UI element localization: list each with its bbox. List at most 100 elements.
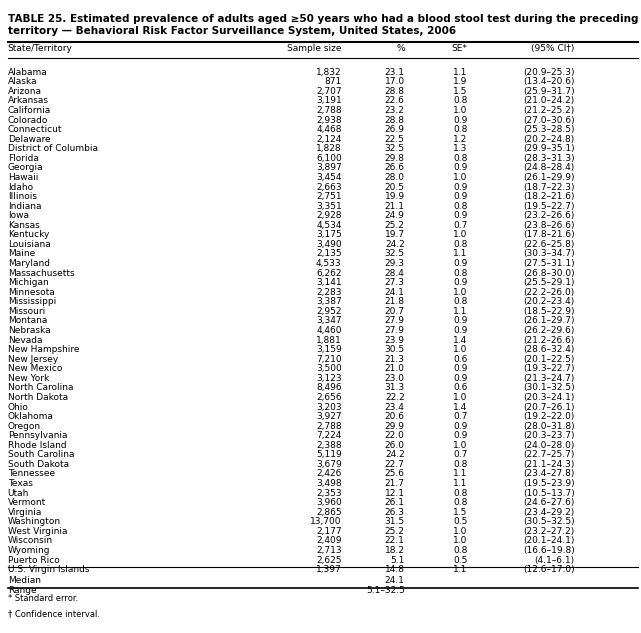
Text: (28.3–31.3): (28.3–31.3) [523, 154, 575, 163]
Text: 14.8: 14.8 [385, 565, 404, 574]
Text: 0.9: 0.9 [453, 278, 468, 287]
Text: 20.7: 20.7 [385, 307, 404, 316]
Text: 29.8: 29.8 [385, 154, 404, 163]
Text: (23.4–27.8): (23.4–27.8) [524, 470, 575, 479]
Text: 3,347: 3,347 [316, 316, 342, 325]
Text: 871: 871 [324, 77, 342, 86]
Text: (4.1–6.1): (4.1–6.1) [535, 556, 575, 565]
Text: Vermont: Vermont [8, 498, 46, 507]
Text: 1.2: 1.2 [453, 135, 468, 144]
Text: 3,141: 3,141 [316, 278, 342, 287]
Text: 17.0: 17.0 [385, 77, 404, 86]
Text: 0.8: 0.8 [453, 240, 468, 249]
Text: 26.6: 26.6 [385, 163, 404, 172]
Text: (21.2–26.6): (21.2–26.6) [524, 335, 575, 344]
Text: 21.3: 21.3 [385, 354, 404, 364]
Text: 2,656: 2,656 [316, 393, 342, 402]
Text: 1.0: 1.0 [453, 393, 468, 402]
Text: 4,460: 4,460 [316, 326, 342, 335]
Text: 1.1: 1.1 [453, 307, 468, 316]
Text: 13,700: 13,700 [310, 517, 342, 526]
Text: 1.1: 1.1 [453, 479, 468, 488]
Text: 24.2: 24.2 [385, 240, 404, 249]
Text: 18.2: 18.2 [385, 546, 404, 555]
Text: 3,490: 3,490 [316, 240, 342, 249]
Text: 32.5: 32.5 [385, 249, 404, 258]
Text: 1.0: 1.0 [453, 345, 468, 354]
Text: Wyoming: Wyoming [8, 546, 50, 555]
Text: 1.0: 1.0 [453, 173, 468, 182]
Text: (22.2–26.0): (22.2–26.0) [524, 288, 575, 297]
Text: 1.0: 1.0 [453, 441, 468, 450]
Text: 2,283: 2,283 [316, 288, 342, 297]
Text: 1,881: 1,881 [316, 335, 342, 344]
Text: (19.2–22.0): (19.2–22.0) [524, 412, 575, 421]
Text: (18.2–21.6): (18.2–21.6) [523, 192, 575, 201]
Text: Hawaii: Hawaii [8, 173, 38, 182]
Text: (25.9–31.7): (25.9–31.7) [523, 87, 575, 96]
Text: Michigan: Michigan [8, 278, 49, 287]
Text: 26.0: 26.0 [385, 441, 404, 450]
Text: 26.1: 26.1 [385, 498, 404, 507]
Text: (18.7–22.3): (18.7–22.3) [523, 182, 575, 192]
Text: 2,788: 2,788 [316, 422, 342, 430]
Text: State/Territory: State/Territory [8, 44, 72, 53]
Text: (28.0–31.8): (28.0–31.8) [523, 422, 575, 430]
Text: 23.1: 23.1 [385, 68, 404, 77]
Text: 28.8: 28.8 [385, 87, 404, 96]
Text: (30.3–34.7): (30.3–34.7) [523, 249, 575, 258]
Text: Alaska: Alaska [8, 77, 37, 86]
Text: 25.6: 25.6 [385, 470, 404, 479]
Text: (12.6–17.0): (12.6–17.0) [523, 565, 575, 574]
Text: 3,454: 3,454 [316, 173, 342, 182]
Text: (17.8–21.6): (17.8–21.6) [523, 230, 575, 239]
Text: 1.0: 1.0 [453, 106, 468, 115]
Text: (16.6–19.8): (16.6–19.8) [523, 546, 575, 555]
Text: 4,468: 4,468 [316, 125, 342, 134]
Text: 0.5: 0.5 [453, 517, 468, 526]
Text: Pennsylvania: Pennsylvania [8, 431, 67, 440]
Text: 0.8: 0.8 [453, 460, 468, 469]
Text: New York: New York [8, 374, 49, 383]
Text: 3,159: 3,159 [316, 345, 342, 354]
Text: (27.0–30.6): (27.0–30.6) [523, 116, 575, 125]
Text: 22.6: 22.6 [385, 96, 404, 106]
Text: TABLE 25. Estimated prevalence of adults aged ≥50 years who had a blood stool te: TABLE 25. Estimated prevalence of adults… [8, 14, 641, 35]
Text: Virginia: Virginia [8, 508, 42, 517]
Text: 0.8: 0.8 [453, 154, 468, 163]
Text: (26.2–29.6): (26.2–29.6) [524, 326, 575, 335]
Text: 1.1: 1.1 [453, 249, 468, 258]
Text: (22.6–25.8): (22.6–25.8) [524, 240, 575, 249]
Text: 2,663: 2,663 [316, 182, 342, 192]
Text: 1.1: 1.1 [453, 470, 468, 479]
Text: 0.9: 0.9 [453, 326, 468, 335]
Text: Illinois: Illinois [8, 192, 37, 201]
Text: 21.7: 21.7 [385, 479, 404, 488]
Text: Idaho: Idaho [8, 182, 33, 192]
Text: Arizona: Arizona [8, 87, 42, 96]
Text: Georgia: Georgia [8, 163, 44, 172]
Text: (10.5–13.7): (10.5–13.7) [523, 489, 575, 498]
Text: (20.1–22.5): (20.1–22.5) [524, 354, 575, 364]
Text: Rhode Island: Rhode Island [8, 441, 66, 450]
Text: Wisconsin: Wisconsin [8, 536, 53, 546]
Text: Nebraska: Nebraska [8, 326, 50, 335]
Text: 0.9: 0.9 [453, 431, 468, 440]
Text: Mississippi: Mississippi [8, 298, 56, 306]
Text: 0.9: 0.9 [453, 374, 468, 383]
Text: (26.1–29.7): (26.1–29.7) [523, 316, 575, 325]
Text: 0.8: 0.8 [453, 298, 468, 306]
Text: 22.7: 22.7 [385, 460, 404, 469]
Text: (20.2–24.8): (20.2–24.8) [524, 135, 575, 144]
Text: 2,177: 2,177 [316, 527, 342, 536]
Text: * Standard error.: * Standard error. [8, 594, 78, 603]
Text: 27.3: 27.3 [385, 278, 404, 287]
Text: (20.7–26.1): (20.7–26.1) [523, 403, 575, 411]
Text: 20.6: 20.6 [385, 412, 404, 421]
Text: 0.7: 0.7 [453, 221, 468, 230]
Text: (19.3–22.7): (19.3–22.7) [523, 364, 575, 373]
Text: New Mexico: New Mexico [8, 364, 62, 373]
Text: 3,203: 3,203 [316, 403, 342, 411]
Text: 24.1: 24.1 [385, 577, 404, 586]
Text: Iowa: Iowa [8, 211, 29, 220]
